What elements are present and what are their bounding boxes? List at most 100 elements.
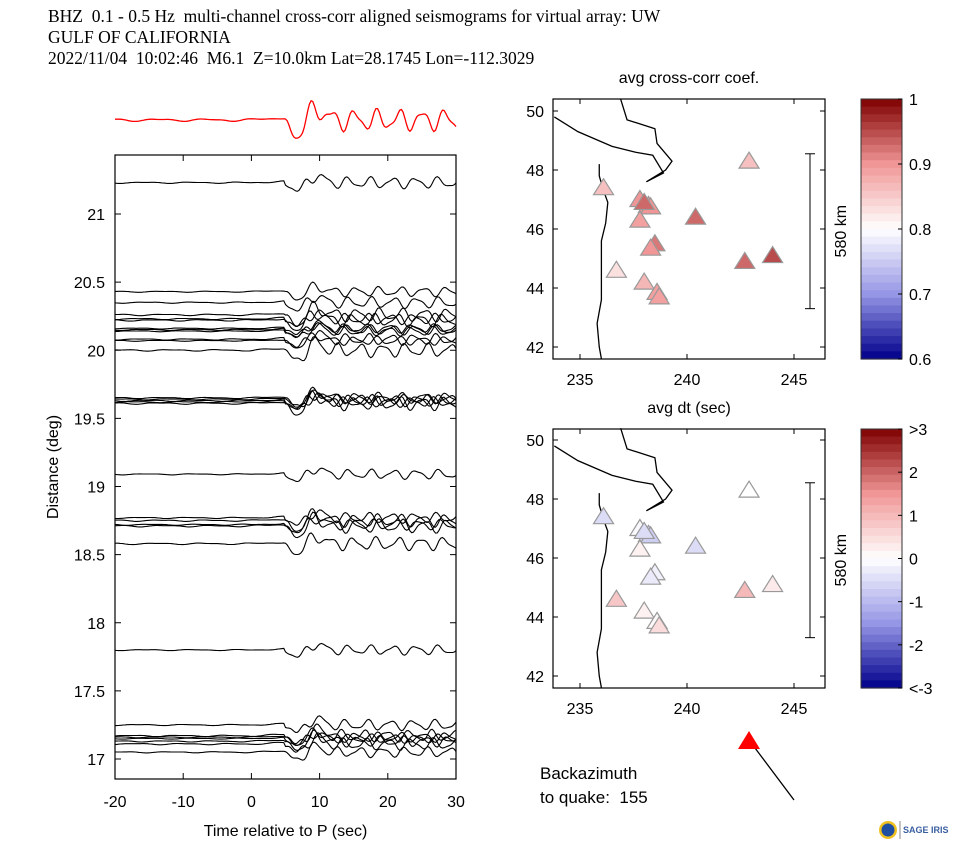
station-marker [648, 286, 671, 305]
station-marker [733, 580, 756, 599]
coastline [553, 428, 673, 512]
colorbar-segment [861, 129, 902, 138]
seismogram-trace [114, 642, 457, 658]
header-line-3: 2022/11/04 10:02:46 M6.1 Z=10.0km Lat=28… [48, 48, 535, 68]
colorbar-segment [861, 451, 902, 461]
station-marker [684, 207, 707, 225]
colorbar-segment [861, 251, 902, 261]
map-y-tick-label: 48 [526, 492, 544, 509]
map-x-tick-label: 235 [567, 372, 594, 389]
station-marker [761, 245, 784, 264]
y-tick-label: 17 [87, 752, 105, 769]
scale-bar-label: 580 km [833, 534, 850, 586]
record-section-frame [114, 154, 457, 780]
station-marker [605, 589, 628, 607]
colorbar-segment [861, 305, 902, 314]
colorbar-segment [861, 221, 902, 230]
colorbar-segment [861, 588, 902, 598]
colorbar-segment [861, 550, 902, 560]
x-tick-label: 20 [379, 794, 397, 811]
backazimuth-indicator [738, 731, 795, 801]
seismogram-trace [115, 332, 457, 349]
colorbar-segment [861, 297, 902, 307]
backazimuth-line-2: to quake: 155 [540, 788, 648, 807]
colorbar-segment [861, 175, 902, 184]
colorbar-tick-label: <-3 [909, 681, 933, 698]
colorbar-segment [861, 573, 902, 582]
seismogram-trace [114, 322, 457, 338]
colorbar-segment [861, 144, 902, 154]
colorbar-segment [861, 566, 902, 575]
station-marker [592, 506, 615, 525]
header-line-1: BHZ 0.1 - 0.5 Hz multi-channel cross-cor… [48, 6, 661, 26]
map-y-tick-label: 44 [526, 281, 544, 298]
cross-corr-map: 235 240 245 42 44 46 48 50 580 km 1 0.9 0.8 0.7 0.6 [526, 92, 931, 389]
colorbar-tick-label: 0.7 [909, 287, 931, 304]
colorbar-segment [861, 543, 902, 552]
colorbar-segment [861, 657, 902, 666]
sage-iris-logo: SAGE IRIS [878, 819, 958, 841]
station-marker [737, 480, 761, 498]
colorbar-segment [861, 444, 902, 453]
seismogram-trace [114, 732, 457, 753]
x-axis-ticks: -20 -10 0 10 20 30 [103, 155, 465, 811]
y-tick-label: 18 [87, 616, 105, 633]
station-marker [639, 567, 662, 585]
seismogram-trace [114, 319, 457, 336]
colorbar-segment [861, 114, 902, 123]
colorbar-segment [861, 596, 902, 605]
colorbar-segment [861, 535, 902, 544]
colorbar-segment [861, 336, 902, 345]
x-axis-label: Time relative to P (sec) [204, 823, 368, 840]
colorbar-segment [861, 229, 902, 238]
colorbar-segment [861, 665, 902, 674]
map-x-tick-label: 235 [567, 701, 594, 718]
colorbar-segment [861, 198, 902, 207]
station-marker [592, 177, 615, 196]
colorbar-tick-label: 0.9 [909, 157, 931, 174]
seismogram-trace [114, 467, 457, 483]
scale-bar-label: 580 km [833, 205, 850, 257]
y-axis-label: Distance (deg) [45, 415, 62, 519]
seismogram-trace [115, 390, 457, 416]
colorbar-segment [861, 244, 902, 253]
colorbar-tick-label: >3 [909, 422, 927, 439]
colorbar-segment [861, 267, 902, 276]
colorbar-segment [861, 290, 902, 299]
y-tick-label: 17.5 [74, 684, 105, 701]
seismogram-trace [114, 174, 457, 192]
colorbar-segment [861, 236, 902, 245]
dt-map-title: avg dt (sec) [647, 400, 731, 417]
colorbar-segment [861, 206, 902, 215]
colorbar-tick-label: -2 [909, 638, 923, 655]
colorbar-segment [861, 259, 902, 268]
colorbar-segment [861, 649, 902, 659]
map-x-tick-label: 240 [674, 372, 701, 389]
colorbar-segment [861, 183, 902, 192]
seismogram-trace [114, 322, 457, 339]
colorbar-segment [861, 642, 902, 651]
seismogram-trace [114, 732, 457, 746]
stack-trace [115, 99, 457, 139]
seismogram-trace [115, 727, 457, 746]
map-y-tick-label: 42 [526, 340, 544, 357]
y-tick-label: 19 [87, 480, 105, 497]
colorbar-tick-label: 0 [909, 552, 918, 569]
colorbar-segment [861, 274, 902, 284]
station-marker [628, 539, 652, 557]
colorbar-segment [861, 99, 902, 108]
colorbar-segment [861, 106, 902, 115]
seismogram-trace [115, 310, 457, 331]
seismogram-trace [114, 392, 457, 410]
nsf-logo-icon: SAGE IRIS [879, 821, 949, 839]
colorbar-segment [861, 482, 902, 491]
station-marker [633, 521, 656, 540]
station-marker [633, 600, 656, 619]
station-marker [761, 574, 784, 593]
colorbar-segment [861, 528, 902, 537]
seismogram-trace [115, 729, 457, 751]
colorbar-tick-label: 2 [909, 465, 918, 482]
x-tick-label: -20 [103, 794, 126, 811]
colorbar-segment [861, 558, 902, 567]
colorbar-segment [861, 459, 902, 468]
